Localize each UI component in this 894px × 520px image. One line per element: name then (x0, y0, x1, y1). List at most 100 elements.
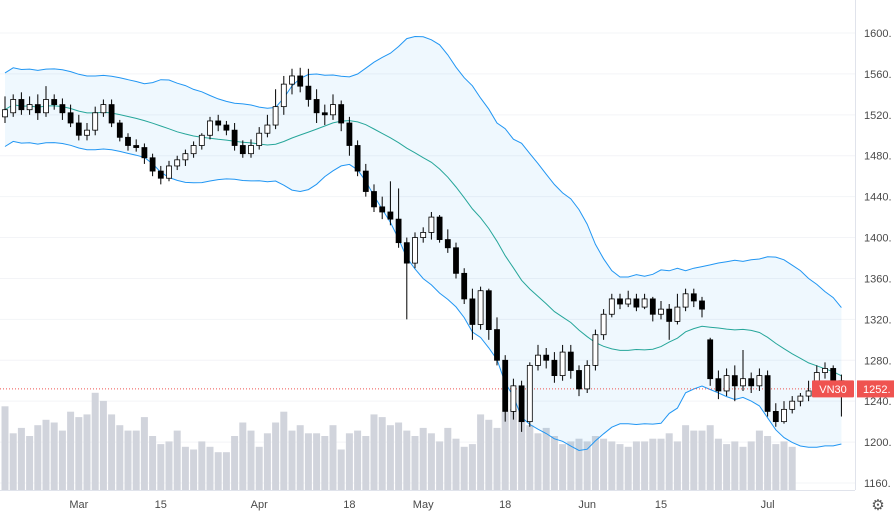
candle (313, 89, 320, 123)
volume-bar (690, 430, 698, 490)
candle (764, 370, 771, 417)
volume-bar (665, 433, 673, 490)
candle (658, 300, 664, 320)
candle (781, 401, 787, 424)
volume-bar (42, 419, 50, 490)
candle (2, 96, 8, 123)
volume-bar (682, 425, 690, 490)
candle (338, 100, 345, 132)
candle (141, 143, 148, 164)
candle (207, 116, 213, 140)
candle (289, 68, 295, 95)
volume-bar (313, 433, 321, 490)
candle (559, 344, 566, 381)
volume-bar (657, 438, 665, 490)
candle (707, 337, 714, 386)
candle (576, 365, 582, 397)
volume-bar (26, 436, 34, 490)
volume-bar (395, 422, 403, 490)
volume-bar (468, 444, 476, 490)
candle (715, 370, 722, 400)
volume-bar (222, 452, 230, 490)
candle (625, 290, 632, 308)
candle (18, 92, 25, 115)
candle (248, 139, 254, 158)
last-price-label: 1252. (863, 384, 891, 396)
volume-bar (34, 425, 42, 490)
volume-bar (1, 406, 9, 490)
candle (723, 368, 730, 397)
candle (822, 362, 828, 379)
candle (485, 288, 492, 340)
candle (797, 393, 804, 407)
volume-bar (698, 430, 706, 490)
volume-bar (641, 441, 649, 490)
volume-bar (99, 400, 107, 490)
candle (264, 114, 271, 138)
volume-bar (231, 436, 239, 490)
candle (772, 403, 779, 427)
symbol-label: VN30 (819, 384, 847, 396)
candle (256, 127, 263, 150)
volume-bar (452, 438, 460, 490)
candle (92, 106, 99, 136)
volume-bar (575, 438, 583, 490)
candle (108, 99, 115, 128)
volume-bar (140, 417, 148, 490)
volume-bar (378, 417, 386, 490)
candle (190, 141, 197, 158)
candle (436, 215, 443, 243)
candle (330, 94, 336, 120)
bollinger-basis-line (4, 104, 842, 377)
volume-bar (354, 430, 362, 490)
price-tick-label: 1280. (864, 355, 892, 367)
candle (789, 396, 796, 414)
candle (592, 329, 599, 371)
volume-bar (436, 441, 444, 490)
volume-bar (9, 433, 17, 490)
volume-bar (190, 449, 198, 490)
candle (297, 67, 304, 93)
price-axis[interactable]: 1600. 1560. 1520. 1480. 1440. 1400. 1360. 1320.… (864, 28, 892, 490)
candle (420, 227, 427, 243)
volume-bars (1, 392, 796, 490)
candle (223, 120, 230, 136)
volume-bar (288, 430, 296, 490)
volume-bar (764, 436, 772, 490)
time-tick-label: Mar (69, 499, 88, 511)
volume-bar (755, 430, 763, 490)
candle (272, 89, 279, 130)
candle (690, 288, 697, 308)
time-tick-label: 18 (499, 499, 511, 511)
candle (280, 75, 287, 115)
settings-gear-icon[interactable]: ⚙ (871, 497, 885, 514)
candle (100, 99, 107, 117)
volume-bar (772, 444, 780, 490)
time-tick-label: Jun (578, 499, 596, 511)
volume-bar (198, 441, 206, 490)
volume-bar (714, 438, 722, 490)
volume-bar (739, 446, 747, 490)
volume-bar (518, 419, 526, 490)
volume-bar (370, 414, 378, 490)
candle (494, 317, 500, 366)
price-tick-label: 1400. (864, 233, 892, 245)
time-tick-label: May (413, 499, 434, 511)
candle (362, 163, 369, 197)
time-axis[interactable]: Mar 15 Apr 18 May 18 Jun 15 Jul (69, 499, 774, 511)
candle (756, 368, 763, 391)
time-tick-label: 15 (655, 499, 667, 511)
volume-bar (731, 441, 739, 490)
candle (215, 114, 222, 132)
candle (444, 229, 451, 253)
volume-bar (542, 427, 550, 490)
volume-bar (124, 430, 132, 490)
volume-bar (149, 436, 157, 490)
volume-bar (600, 438, 608, 490)
volume-bar (165, 441, 173, 490)
candle (198, 133, 205, 150)
candle (502, 355, 509, 422)
candle (67, 104, 74, 128)
candle (805, 380, 812, 402)
